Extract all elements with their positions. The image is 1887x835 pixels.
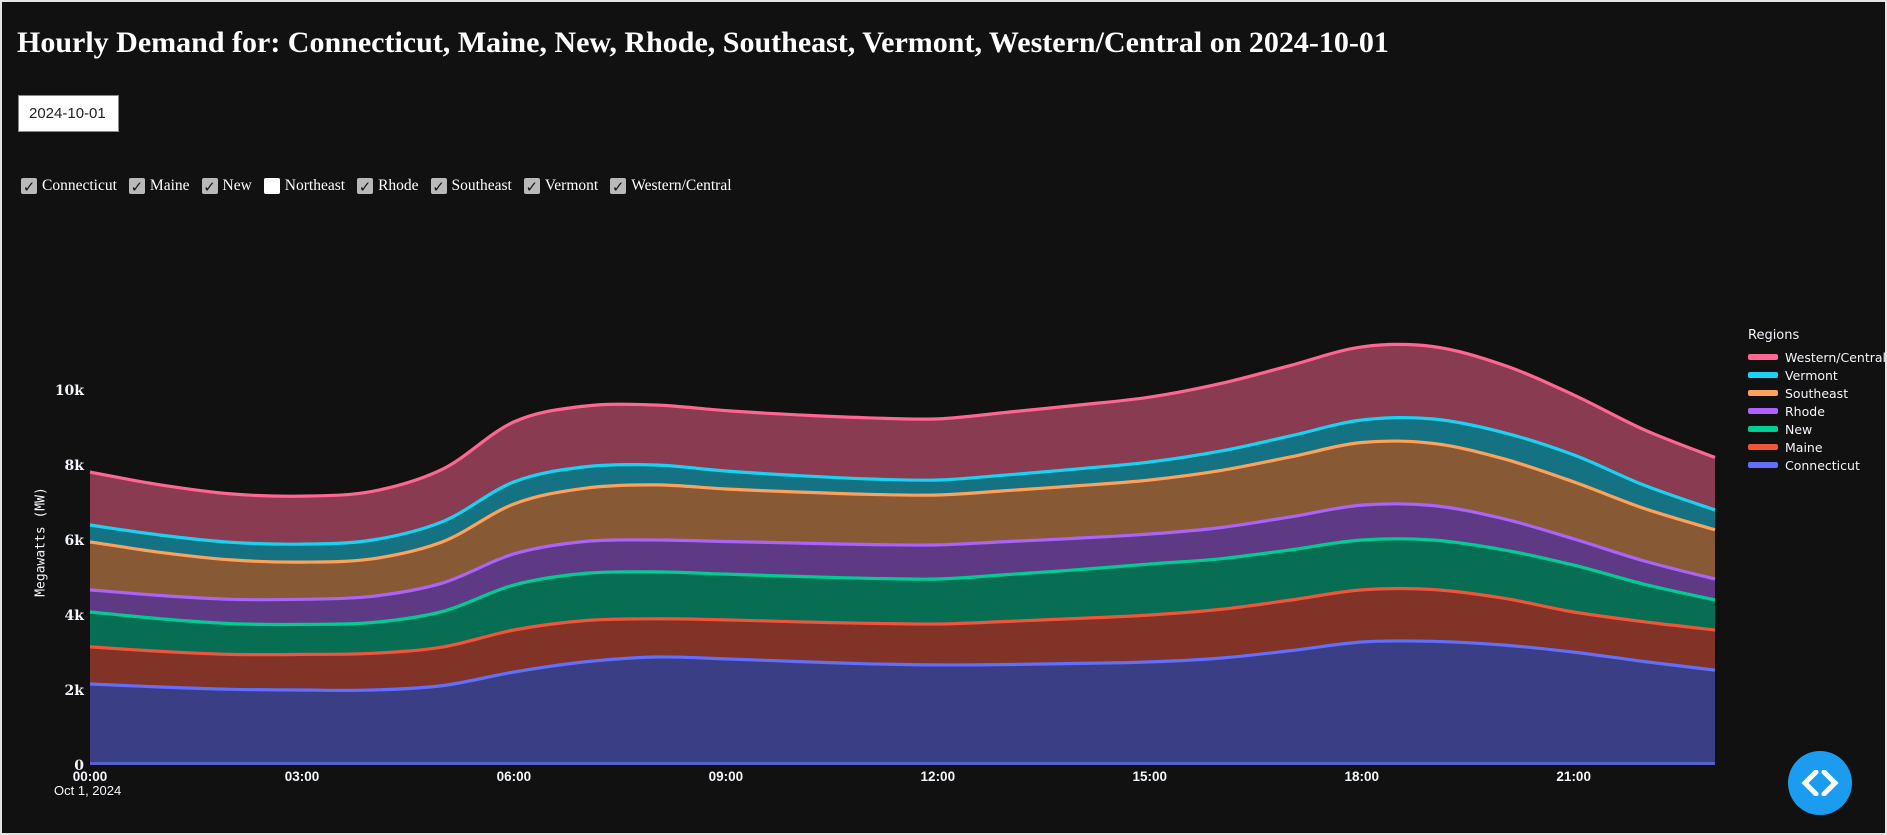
legend-label: Vermont bbox=[1785, 367, 1838, 383]
line-rhode[interactable] bbox=[89, 502, 1716, 602]
checkbox-checked-icon[interactable] bbox=[610, 178, 627, 194]
region-checkbox-label: Connecticut bbox=[42, 177, 117, 194]
line-connecticut[interactable] bbox=[89, 639, 1716, 692]
checkbox-checked-icon[interactable] bbox=[21, 178, 37, 194]
x-tick-label: 21:00 bbox=[1556, 769, 1591, 784]
legend-title: Regions bbox=[1748, 328, 1800, 343]
line-new[interactable] bbox=[89, 537, 1716, 627]
x-tick-label: 06:00 bbox=[497, 769, 532, 784]
region-checkbox-vermont[interactable]: Vermont bbox=[523, 177, 599, 195]
region-checkbox-rhode[interactable]: Rhode bbox=[357, 177, 419, 195]
date-input[interactable] bbox=[18, 95, 119, 132]
region-checkbox-label: Rhode bbox=[378, 177, 419, 194]
area-rhode[interactable] bbox=[90, 503, 1715, 625]
y-axis-title: Megawatts (MW) bbox=[33, 487, 49, 597]
legend-swatch bbox=[1748, 372, 1778, 378]
legend-swatch bbox=[1748, 354, 1778, 360]
line-southeast[interactable] bbox=[89, 439, 1716, 564]
region-checkbox-western-central[interactable]: Western/Central bbox=[610, 177, 732, 195]
region-checkbox-connecticut[interactable]: Connecticut bbox=[21, 177, 117, 195]
region-checkbox-southeast[interactable]: Southeast bbox=[430, 177, 512, 195]
y-tick-label: 4k bbox=[65, 608, 85, 624]
region-checkbox-new[interactable]: New bbox=[201, 177, 252, 195]
line-western-central[interactable] bbox=[89, 342, 1716, 498]
x-tick-label: 00:00 bbox=[73, 769, 108, 784]
legend-swatch bbox=[1748, 444, 1778, 450]
legend-label: Maine bbox=[1785, 439, 1823, 455]
x-tick-label: 03:00 bbox=[285, 769, 320, 784]
checkbox-checked-icon[interactable] bbox=[357, 178, 374, 194]
x-tick-label: 12:00 bbox=[921, 769, 956, 784]
legend-entries: Western/Central Vermont Southeast Rhode New M… bbox=[1748, 348, 1886, 474]
region-checkbox-northeast[interactable]: Northeast bbox=[263, 177, 346, 195]
checkbox-unchecked-icon[interactable] bbox=[263, 178, 280, 194]
y-tick-label: 2k bbox=[65, 683, 85, 699]
x-tick-label: 18:00 bbox=[1344, 769, 1379, 784]
area-maine[interactable] bbox=[90, 588, 1715, 691]
legend-item-rhode[interactable]: Rhode bbox=[1748, 402, 1885, 420]
legend-swatch bbox=[1748, 462, 1778, 468]
legend-label: New bbox=[1785, 421, 1813, 437]
legend-label: Rhode bbox=[1785, 403, 1825, 419]
line-vermont[interactable] bbox=[89, 415, 1716, 546]
y-tick-label: 6k bbox=[65, 533, 85, 549]
legend-item-connecticut[interactable]: Connecticut bbox=[1748, 456, 1885, 474]
line-maine[interactable] bbox=[89, 586, 1716, 657]
y-tick-label: 0 bbox=[74, 758, 84, 774]
area-connecticut[interactable] bbox=[90, 640, 1715, 765]
legend-swatch bbox=[1748, 408, 1778, 414]
legend-item-new[interactable]: New bbox=[1748, 420, 1885, 438]
region-filter-row: Connecticut Maine New Northeast Rhode Southea… bbox=[21, 177, 732, 195]
x-tick-label: 15:00 bbox=[1133, 769, 1168, 784]
x-tick-label: 09:00 bbox=[709, 769, 744, 784]
legend-label: Western/Central bbox=[1785, 349, 1886, 365]
checkbox-checked-icon[interactable] bbox=[128, 178, 145, 194]
legend-label: Connecticut bbox=[1785, 457, 1860, 473]
legend-item-vermont[interactable]: Vermont bbox=[1748, 366, 1885, 384]
chevrons-toggle-button[interactable] bbox=[1788, 751, 1852, 815]
chart-legend: Regions Western/Central Vermont Southeast R… bbox=[1748, 328, 1886, 474]
checkbox-checked-icon[interactable] bbox=[523, 178, 540, 194]
checkbox-checked-icon[interactable] bbox=[201, 178, 218, 194]
legend-item-southeast[interactable]: Southeast bbox=[1748, 384, 1885, 402]
legend-item-maine[interactable]: Maine bbox=[1748, 438, 1885, 456]
chevron-left-right-icon bbox=[1801, 770, 1839, 796]
x-axis-date-annotation: Oct 1, 2024 bbox=[54, 783, 122, 798]
y-tick-label: 10k bbox=[55, 383, 84, 399]
region-checkbox-label: Western/Central bbox=[631, 177, 732, 194]
area-western-central[interactable] bbox=[90, 344, 1715, 545]
region-checkbox-maine[interactable]: Maine bbox=[128, 177, 190, 195]
page-title: Hourly Demand for: Connecticut, Maine, N… bbox=[17, 26, 1389, 59]
legend-swatch bbox=[1748, 390, 1778, 396]
legend-label: Southeast bbox=[1785, 385, 1849, 401]
legend-item-western-central[interactable]: Western/Central bbox=[1748, 348, 1886, 366]
legend-swatch bbox=[1748, 426, 1778, 432]
area-new[interactable] bbox=[90, 538, 1715, 655]
checkbox-checked-icon[interactable] bbox=[430, 178, 447, 194]
region-checkbox-label: Vermont bbox=[544, 177, 599, 194]
area-vermont[interactable] bbox=[90, 417, 1715, 563]
region-checkbox-label: Maine bbox=[149, 177, 190, 194]
region-checkbox-label: Northeast bbox=[284, 177, 346, 194]
y-tick-label: 8k bbox=[65, 458, 85, 474]
region-checkbox-label: Southeast bbox=[451, 177, 512, 194]
region-checkbox-label: New bbox=[222, 177, 252, 194]
